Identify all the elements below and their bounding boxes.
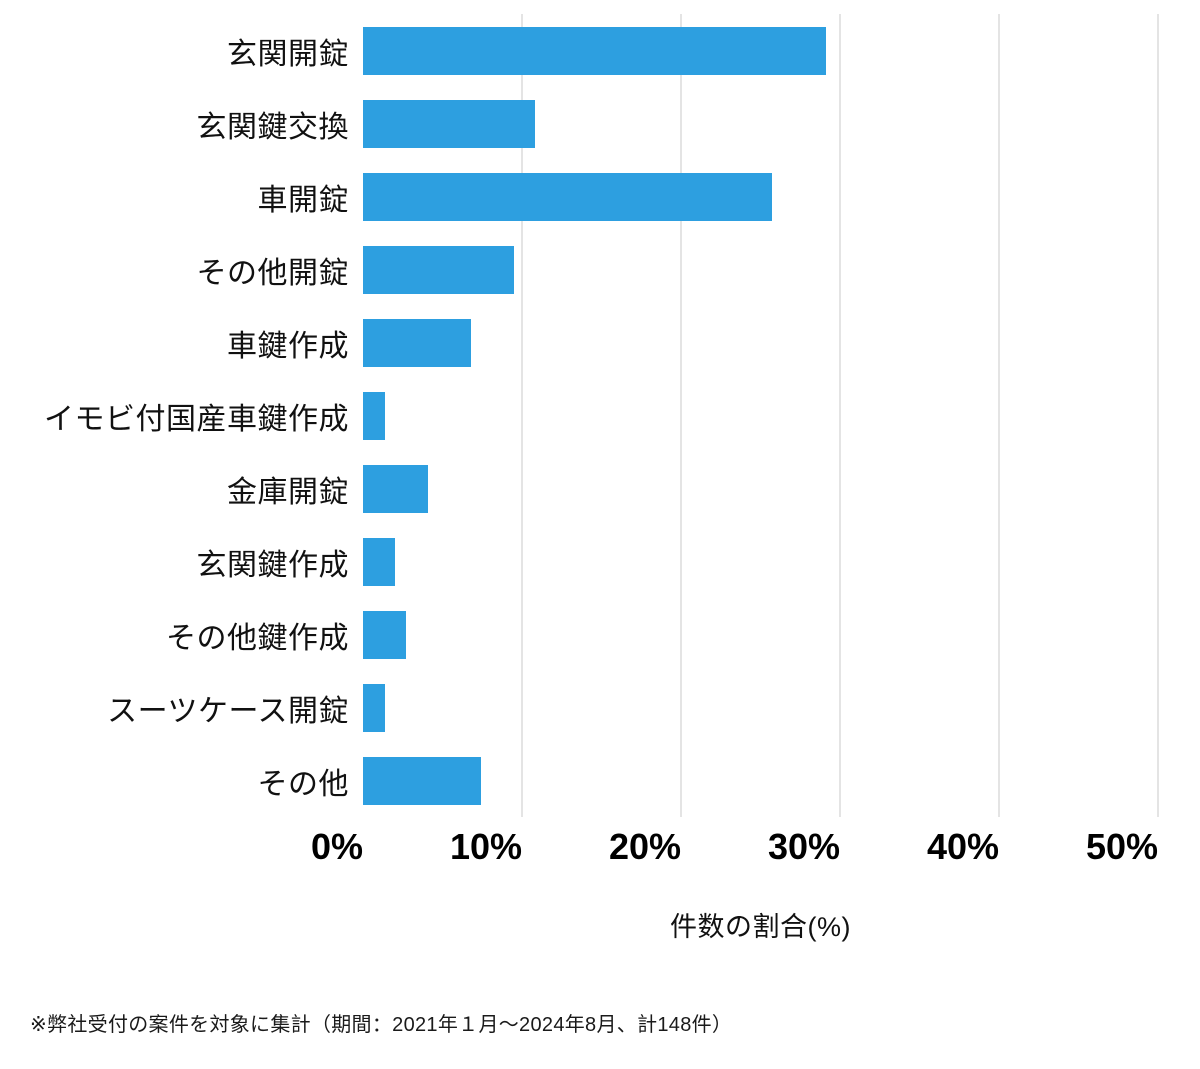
bar-row: その他開錠: [0, 233, 1158, 306]
bar-track: [363, 318, 1158, 367]
bar-chart: 玄関開錠玄関鍵交換車開錠その他開錠車鍵作成イモビ付国産車鍵作成金庫開錠玄関鍵作成…: [0, 14, 1159, 944]
bar-row: 玄関鍵交換: [0, 87, 1158, 160]
plot-area: 玄関開錠玄関鍵交換車開錠その他開錠車鍵作成イモビ付国産車鍵作成金庫開錠玄関鍵作成…: [0, 14, 1159, 817]
bar-row: 玄関開錠: [0, 14, 1158, 87]
bar-track: [363, 683, 1158, 732]
x-axis-title-row: 件数の割合(%): [363, 905, 1158, 944]
x-tick-label: 30%: [767, 826, 840, 867]
bar: [363, 756, 481, 805]
category-label: その他: [257, 767, 349, 801]
bar-track: [363, 756, 1158, 805]
bar-row: 車開錠: [0, 160, 1158, 233]
x-tick-label: 40%: [926, 826, 999, 867]
bar-track: [363, 464, 1158, 513]
footnote: ※弊社受付の案件を対象に集計（期間：2021年１月〜2024年8月、計148件）: [30, 1014, 733, 1036]
category-label: 玄関開錠: [227, 37, 349, 71]
gridline: [1157, 14, 1159, 817]
bar: [363, 318, 472, 367]
bar: [363, 99, 535, 148]
gridline: [521, 14, 523, 817]
bar-row: 車鍵作成: [0, 306, 1158, 379]
gridline: [839, 14, 841, 817]
x-axis: 0% 10% 20% 30% 40% 50%: [311, 826, 1158, 883]
x-tick-label: 0%: [310, 826, 363, 867]
bar-track: [363, 99, 1158, 148]
x-tick-label: 20%: [608, 826, 681, 867]
category-label: その他鍵作成: [166, 621, 349, 655]
bar: [363, 610, 406, 659]
bar: [363, 391, 386, 440]
category-label: 金庫開錠: [227, 475, 349, 509]
bar-track: [363, 537, 1158, 586]
bar: [363, 245, 515, 294]
category-label: 車鍵作成: [227, 329, 349, 363]
category-label: イモビ付国産車鍵作成: [44, 402, 349, 436]
bar-row: 金庫開錠: [0, 452, 1158, 525]
x-axis-title: 件数の割合(%): [670, 912, 851, 942]
bar: [363, 683, 386, 732]
bar-row: その他: [0, 744, 1158, 817]
bar: [363, 537, 395, 586]
bar-row: イモビ付国産車鍵作成: [0, 379, 1158, 452]
bar-rows: 玄関開錠玄関鍵交換車開錠その他開錠車鍵作成イモビ付国産車鍵作成金庫開錠玄関鍵作成…: [0, 14, 1158, 817]
bar-track: [363, 610, 1158, 659]
bar-row: その他鍵作成: [0, 598, 1158, 671]
category-label: 玄関鍵作成: [196, 548, 349, 582]
bar-row: スーツケース開錠: [0, 671, 1158, 744]
gridline: [998, 14, 1000, 817]
category-label: 車開錠: [257, 183, 349, 217]
category-label: 玄関鍵交換: [196, 110, 349, 144]
bar-track: [363, 26, 1158, 75]
gridlines: [363, 14, 1159, 817]
bar-track: [363, 245, 1158, 294]
bar: [363, 464, 429, 513]
category-label: その他開錠: [196, 256, 349, 290]
gridline: [680, 14, 682, 817]
bar-track: [363, 391, 1158, 440]
x-tick-label: 10%: [449, 826, 522, 867]
bar: [363, 172, 772, 221]
bar: [363, 26, 826, 75]
bar-row: 玄関鍵作成: [0, 525, 1158, 598]
bar-track: [363, 172, 1158, 221]
x-tick-label: 50%: [1085, 826, 1158, 867]
category-label: スーツケース開錠: [107, 694, 349, 728]
